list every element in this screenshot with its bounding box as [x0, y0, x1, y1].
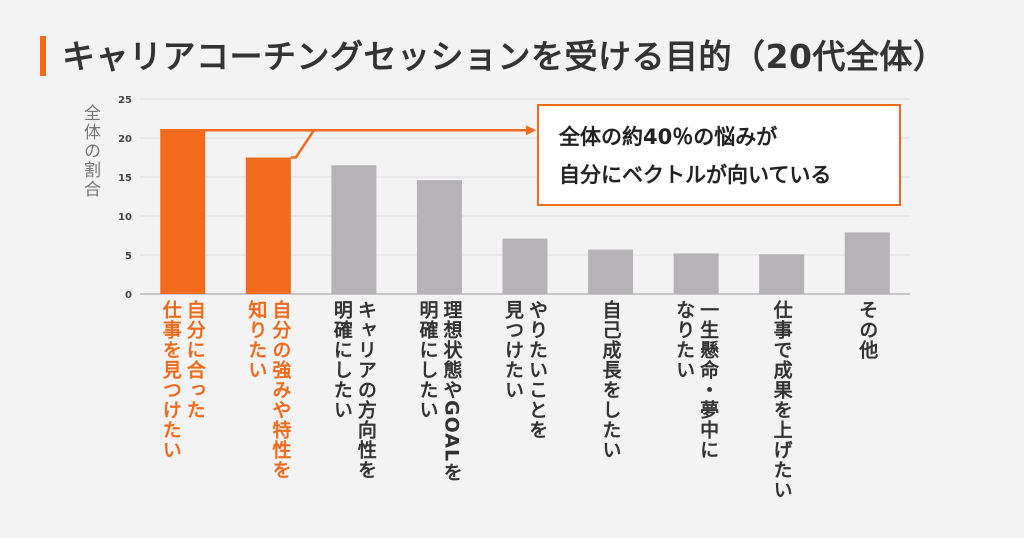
x-tick-label-line: 自分の強みや特性を — [269, 300, 292, 480]
y-tick-label: 5 — [125, 251, 132, 262]
callout-connector-line-2 — [290, 129, 316, 159]
title-accent-bar — [40, 36, 46, 76]
bar-8 — [759, 254, 805, 294]
y-tick-label: 15 — [118, 173, 132, 184]
y-tick-label: 20 — [118, 134, 132, 145]
x-tick-label: キャリアの方向性を 明確にしたい — [330, 300, 378, 532]
x-tick-label-line: 仕事を見つけたい — [159, 300, 182, 460]
x-tick-label-line: キャリアの方向性を — [354, 300, 377, 480]
callout-line-1: 全体の約40％の悩みが — [559, 125, 778, 149]
bar-7 — [673, 253, 719, 294]
bar-3 — [331, 165, 377, 294]
x-tick-label: 理想状態やGOALを 明確にしたい — [415, 300, 463, 532]
bar-2 — [245, 157, 291, 294]
bar-4 — [416, 180, 462, 294]
chart-title: キャリアコーチングセッションを受ける目的（20代全体） — [62, 37, 947, 76]
x-tick-label-line: 一生懸命・夢中に — [697, 300, 720, 460]
x-tick-label-line: 理想状態やGOALを — [440, 300, 463, 483]
x-tick-label-line: 明確にしたい — [416, 300, 439, 420]
callout-line-2: 自分にベクトルが向いている — [559, 163, 832, 187]
x-tick-label-line: 知りたい — [245, 300, 268, 380]
x-tick-label: やりたいことを 見つけたい — [501, 300, 549, 532]
bar-9 — [844, 232, 890, 294]
x-tick-label: 自己成長をしたい — [599, 300, 623, 532]
x-tick-label-line: 仕事で成果を上げたい — [770, 300, 793, 500]
bar-1 — [160, 130, 206, 294]
x-tick-label-line: やりたいことを — [526, 300, 548, 440]
bar-5 — [502, 238, 548, 294]
y-tick-label: 10 — [118, 212, 132, 223]
y-axis-label: 全体の割合 — [80, 104, 100, 199]
y-tick-label: 0 — [125, 290, 132, 301]
x-tick-label-line: 自分に合った — [183, 300, 206, 420]
x-tick-label-line: 見つけたい — [502, 300, 524, 400]
x-tick-label-line: なりたい — [673, 300, 696, 380]
x-tick-label-line: その他 — [856, 300, 879, 360]
x-tick-label: 仕事で成果を上げたい — [770, 300, 794, 532]
x-tick-label-line: 自己成長をしたい — [599, 300, 622, 460]
x-tick-label-line: 明確にしたい — [330, 300, 353, 420]
x-tick-label: 自分に合った 仕事を見つけたい — [159, 300, 207, 532]
bar-6 — [588, 249, 634, 294]
x-tick-label: その他 — [855, 300, 879, 532]
x-tick-label: 自分の強みや特性を 知りたい — [244, 300, 292, 532]
y-tick-label: 25 — [118, 95, 132, 106]
callout-box: 全体の約40％の悩みが 自分にベクトルが向いている — [537, 104, 901, 206]
x-tick-label: 一生懸命・夢中に なりたい — [672, 300, 720, 532]
callout-arrowhead — [526, 125, 536, 136]
